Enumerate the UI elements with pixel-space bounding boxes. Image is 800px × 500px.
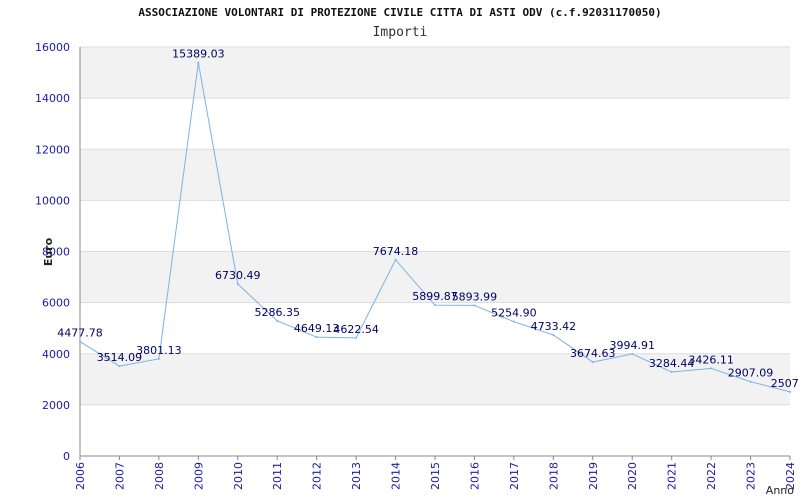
x-tick-label: 2009 bbox=[192, 462, 205, 490]
data-point bbox=[276, 319, 279, 322]
y-tick-label: 0 bbox=[63, 450, 70, 463]
y-tick-label: 12000 bbox=[35, 143, 70, 156]
data-label: 7674.18 bbox=[373, 245, 419, 258]
data-point bbox=[512, 320, 515, 323]
series-line bbox=[79, 62, 791, 393]
data-label: 3284.44 bbox=[649, 357, 695, 370]
grid-band bbox=[80, 251, 790, 303]
data-point bbox=[473, 304, 476, 307]
data-point bbox=[710, 367, 713, 370]
x-axis-title: Anno bbox=[766, 484, 794, 497]
x-tick-label: 2022 bbox=[705, 462, 718, 490]
data-label: 3994.91 bbox=[609, 339, 655, 352]
grid-band bbox=[80, 353, 790, 405]
x-tick-label: 2010 bbox=[232, 462, 245, 490]
x-tick-label: 2020 bbox=[626, 462, 639, 490]
data-label: 4733.42 bbox=[531, 320, 577, 333]
data-point bbox=[631, 352, 634, 355]
data-point bbox=[434, 304, 436, 307]
y-tick-label: 10000 bbox=[35, 194, 70, 207]
data-label: 4649.13 bbox=[294, 322, 340, 335]
data-label: 4622.54 bbox=[333, 323, 379, 336]
x-tick-label: 2016 bbox=[468, 462, 481, 490]
x-tick-label: 2021 bbox=[666, 462, 679, 490]
x-tick-label: 2019 bbox=[587, 462, 600, 490]
data-point bbox=[394, 258, 397, 261]
data-label: 5286.35 bbox=[254, 306, 300, 319]
x-tick-label: 2007 bbox=[113, 462, 126, 490]
x-tick-label: 2015 bbox=[429, 462, 442, 490]
data-point bbox=[355, 336, 358, 339]
data-point bbox=[670, 371, 673, 374]
grid-band bbox=[80, 149, 790, 201]
data-label: 2507.0 bbox=[771, 377, 800, 390]
y-tick-label: 4000 bbox=[42, 348, 70, 361]
data-label: 2907.09 bbox=[728, 367, 774, 380]
data-point bbox=[749, 380, 752, 383]
chart-title: ASSOCIAZIONE VOLONTARI DI PROTEZIONE CIV… bbox=[138, 6, 662, 19]
data-point bbox=[789, 390, 791, 393]
x-tick-label: 2018 bbox=[547, 462, 560, 490]
data-label: 4477.78 bbox=[57, 327, 103, 340]
x-tick-label: 2024 bbox=[784, 462, 797, 490]
data-label: 5899.87 bbox=[412, 290, 458, 303]
data-label: 3514.09 bbox=[97, 351, 143, 364]
y-axis-title: Euro bbox=[42, 237, 55, 266]
data-point bbox=[552, 334, 555, 337]
data-label: 15389.03 bbox=[172, 48, 225, 61]
data-point bbox=[79, 340, 81, 343]
y-tick-label: 16000 bbox=[35, 41, 70, 54]
x-tick-label: 2017 bbox=[508, 462, 521, 490]
data-point bbox=[157, 357, 160, 360]
data-point bbox=[591, 361, 594, 364]
x-tick-label: 2012 bbox=[311, 462, 324, 490]
y-tick-label: 8000 bbox=[42, 246, 70, 259]
data-label: 3426.11 bbox=[688, 353, 734, 366]
data-label: 3674.63 bbox=[570, 347, 616, 360]
y-tick-label: 14000 bbox=[35, 92, 70, 105]
grid-band bbox=[80, 47, 790, 99]
data-label: 5254.90 bbox=[491, 307, 537, 320]
x-tick-label: 2023 bbox=[745, 462, 758, 490]
y-tick-label: 6000 bbox=[42, 297, 70, 310]
x-tick-label: 2006 bbox=[74, 462, 87, 490]
x-tick-label: 2014 bbox=[390, 462, 403, 490]
data-point bbox=[197, 61, 200, 64]
data-point bbox=[315, 336, 318, 339]
x-tick-label: 2013 bbox=[350, 462, 363, 490]
chart-subtitle: Importi bbox=[372, 25, 428, 40]
y-tick-label: 2000 bbox=[42, 399, 70, 412]
data-point bbox=[118, 365, 121, 368]
x-tick-label: 2008 bbox=[153, 462, 166, 490]
data-label: 6730.49 bbox=[215, 269, 261, 282]
data-point bbox=[236, 282, 239, 285]
data-label: 3801.13 bbox=[136, 344, 182, 357]
data-label: 5893.99 bbox=[452, 290, 498, 303]
x-tick-label: 2011 bbox=[271, 462, 284, 490]
